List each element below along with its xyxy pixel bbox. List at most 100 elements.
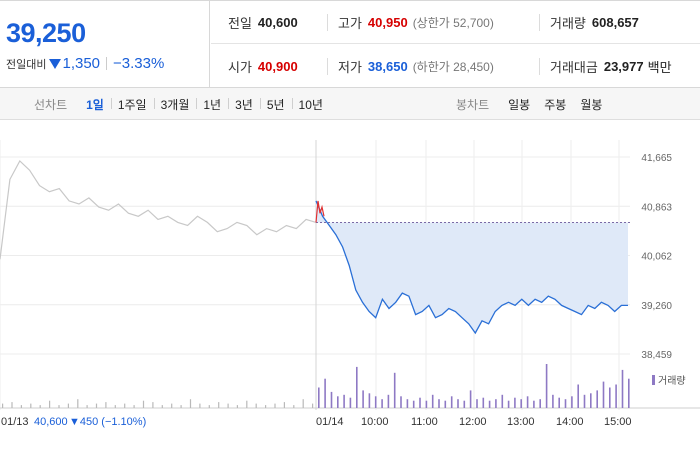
volume-bar	[571, 396, 573, 408]
time-axis-label: 15:00	[604, 416, 632, 428]
time-axis-label: 10:00	[361, 416, 389, 428]
volume-bar	[312, 403, 314, 408]
volume-bar	[246, 400, 248, 408]
volume-bar	[343, 394, 345, 408]
volume-bar	[564, 399, 567, 408]
volume-label: 거래량	[550, 16, 586, 31]
volume-bar	[514, 397, 516, 408]
volume-bar	[20, 405, 22, 408]
prev-close-value: 40,600	[257, 15, 298, 30]
price-chart[interactable]: 41,665 40,863 40,062 39,260 38,459 01/14 10:00…	[0, 120, 700, 450]
time-axis-label: 13:00	[507, 416, 535, 428]
volume-bar	[438, 399, 440, 408]
volume-bar	[105, 402, 107, 408]
volume-bar	[227, 403, 229, 408]
volume-bar	[381, 399, 383, 408]
tab-5year[interactable]: 5년	[259, 96, 292, 113]
volume-bar	[114, 405, 116, 408]
volume-bar	[602, 381, 605, 408]
tab-weekly-candle[interactable]: 주봉	[544, 97, 567, 112]
volume-bar	[161, 405, 163, 408]
volume-bar	[318, 387, 320, 408]
high-value: 40,950	[367, 15, 408, 30]
quote-stats: 전일 40,600 고가 40,950 (상한가 52,700) 거래량 608…	[211, 1, 700, 88]
volume-bar	[533, 400, 535, 408]
volume-bar	[11, 402, 13, 408]
volume-bar	[495, 399, 497, 408]
volume-bar	[444, 400, 447, 408]
volume-bar	[520, 399, 522, 408]
volume-bar	[431, 394, 434, 408]
tab-daily-candle[interactable]: 일봉	[508, 97, 531, 112]
volume-bar	[368, 393, 371, 408]
volume-legend-label: 거래량	[658, 376, 686, 387]
volume-bar	[302, 399, 304, 408]
volume-bar	[349, 397, 352, 408]
price-summary: 39,250 전일대비 1,350 −3.33%	[0, 1, 210, 88]
volume-bar	[152, 402, 154, 408]
volume-bar	[95, 403, 98, 408]
volume-bar	[463, 400, 466, 408]
volume-bar	[545, 364, 548, 408]
tab-10year[interactable]: 10년	[291, 96, 330, 113]
volume-bar	[507, 400, 510, 408]
volume-value: 608,657	[591, 15, 639, 30]
open-value: 40,900	[257, 59, 298, 74]
prev-close-stat: 전일 40,600	[228, 1, 298, 44]
volume-bar	[283, 402, 285, 408]
volume-bar	[400, 396, 402, 408]
volume-bar	[255, 403, 257, 408]
volume-bar	[596, 390, 598, 408]
prev-day-close: 40,600	[34, 416, 68, 428]
line-chart-label: 선차트	[34, 97, 68, 112]
volume-bar	[39, 405, 41, 408]
change-value: 1,350	[62, 55, 101, 72]
volume-stat: 거래량 608,657	[550, 1, 639, 44]
prev-day-date: 01/13	[1, 416, 29, 428]
time-axis-label: 12:00	[459, 416, 487, 428]
price-axis-label: 41,665	[641, 153, 672, 164]
volume-bar	[236, 405, 238, 408]
upper-limit: (상한가 52,700)	[412, 16, 494, 30]
low-value: 38,650	[367, 59, 408, 74]
volume-bar	[218, 402, 220, 408]
volume-bar	[189, 399, 192, 408]
stats-row-1: 전일 40,600 고가 40,950 (상한가 52,700) 거래량 608…	[211, 1, 700, 44]
prev-day-change: ▼450 (−1.10%)	[69, 416, 146, 428]
low-stat: 저가 38,650 (하한가 28,450)	[338, 45, 494, 88]
volume-bar	[124, 403, 126, 408]
time-axis-label: 11:00	[411, 416, 438, 428]
volume-bar	[133, 405, 135, 408]
time-axis-label: 14:00	[556, 416, 584, 428]
volume-bar	[412, 400, 415, 408]
time-axis-label: 01/14	[316, 416, 344, 428]
volume-bar	[425, 400, 428, 408]
volume-bar	[337, 396, 339, 408]
price-axis-label: 39,260	[641, 301, 672, 312]
tab-1day[interactable]: 1일	[86, 97, 104, 112]
volume-bar	[577, 384, 579, 408]
divider	[106, 57, 108, 70]
volume-bar	[539, 399, 541, 408]
tab-1year[interactable]: 1년	[196, 96, 228, 113]
price-chart-svg: 41,665 40,863 40,062 39,260 38,459 01/14 10:00…	[0, 140, 700, 428]
volume-bar	[77, 399, 79, 408]
tab-3year[interactable]: 3년	[228, 96, 260, 113]
opening-up-segment	[315, 200, 325, 223]
volume-bar	[58, 405, 60, 408]
chart-tab-bar: 선차트 1일 1주일 3개월 1년 3년 5년 10년 봉차트 일봉 주봉 월봉	[0, 88, 700, 120]
tab-monthly-candle[interactable]: 월봉	[580, 97, 603, 112]
high-stat: 고가 40,950 (상한가 52,700)	[338, 1, 494, 44]
tab-3month[interactable]: 3개월	[153, 96, 197, 113]
amount-value: 23,977	[603, 59, 644, 74]
stats-row-2: 시가 40,900 저가 38,650 (하한가 28,450) 거래대금 23…	[211, 45, 700, 88]
volume-bar	[374, 396, 377, 408]
volume-bar	[171, 403, 173, 408]
price-axis-label: 38,459	[641, 350, 672, 361]
price-area-fill	[316, 200, 628, 333]
volume-bar	[419, 397, 421, 408]
tab-1week[interactable]: 1주일	[110, 96, 154, 113]
volume-bar	[476, 399, 478, 408]
volume-bar	[393, 372, 396, 408]
current-price: 39,250	[6, 18, 86, 48]
